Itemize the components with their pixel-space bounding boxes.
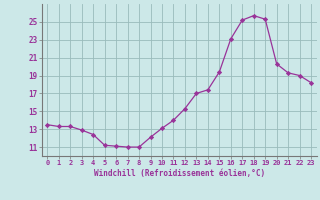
X-axis label: Windchill (Refroidissement éolien,°C): Windchill (Refroidissement éolien,°C): [94, 169, 265, 178]
